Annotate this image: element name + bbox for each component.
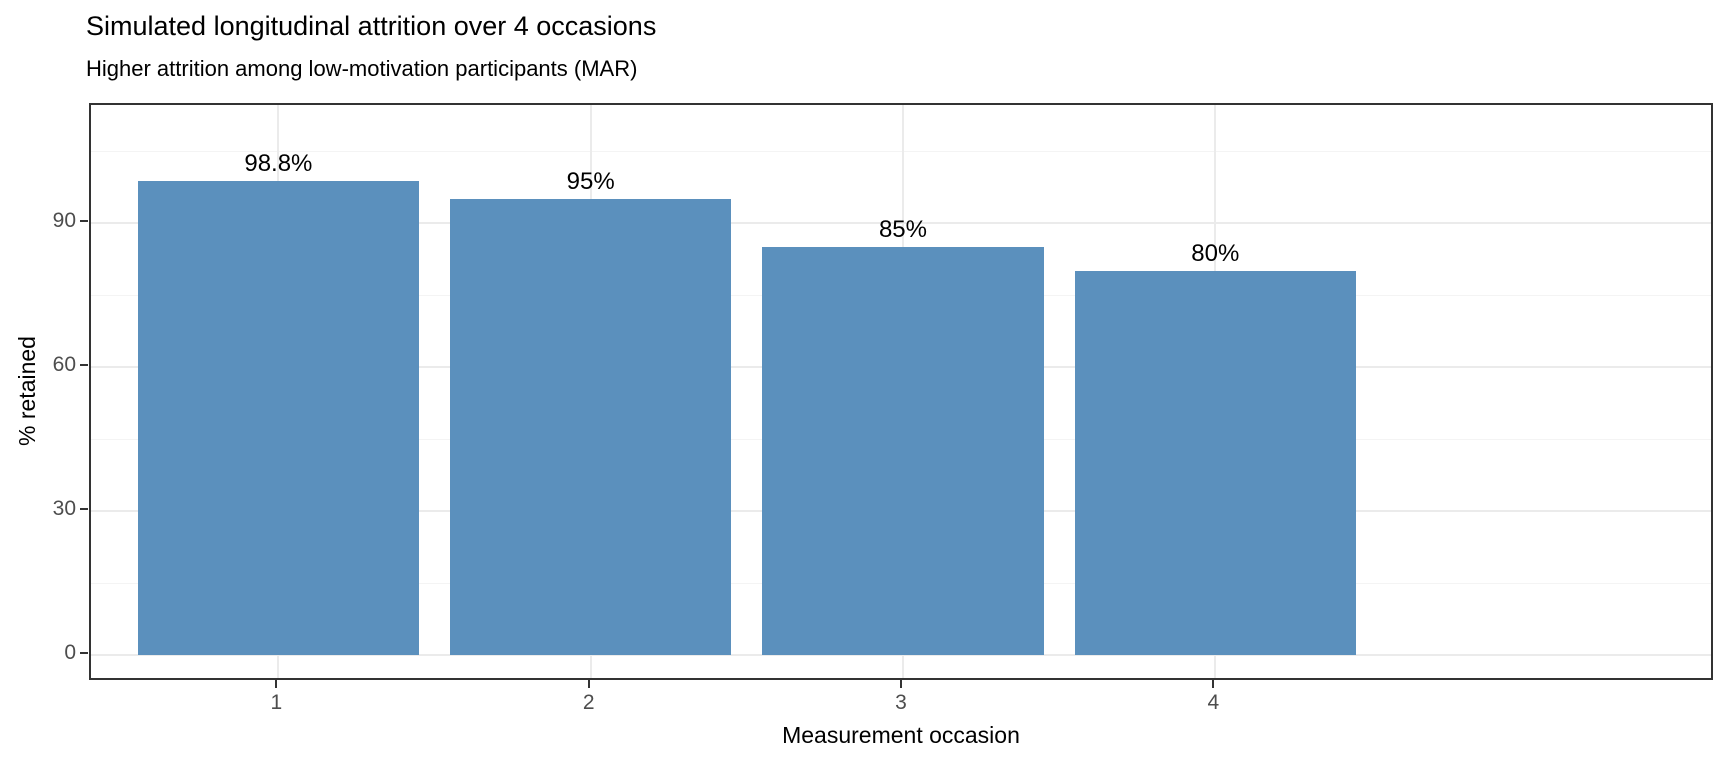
bar-value-label: 98.8% — [244, 149, 313, 177]
y-tick-label: 0 — [64, 641, 76, 664]
y-tick-label: 60 — [52, 353, 76, 377]
bar-value-label: 85% — [878, 216, 927, 244]
x-tick-mark — [275, 680, 278, 688]
y-tick-label: 30 — [52, 497, 76, 521]
x-tick-label: 1 — [270, 691, 283, 714]
grid-minor-h — [91, 150, 1711, 152]
y-tick-mark — [80, 652, 88, 654]
y-tick-mark — [80, 220, 88, 223]
bar — [450, 199, 732, 655]
plot-panel: 98.8% 95% 85% 80% — [89, 103, 1713, 680]
bar — [762, 247, 1044, 655]
x-tick-label: 3 — [895, 691, 907, 714]
x-axis-title: Measurement occasion — [782, 722, 1020, 748]
x-tick-mark — [900, 680, 902, 688]
x-tick-label: 2 — [582, 691, 595, 714]
bar-value-label: 80% — [1191, 240, 1240, 268]
chart-subtitle: Higher attrition among low-motivation pa… — [86, 56, 638, 81]
grid-major-h — [91, 222, 1711, 225]
x-tick-mark — [1212, 680, 1215, 688]
y-tick-mark — [80, 364, 88, 367]
x-tick-mark — [587, 680, 590, 688]
chart-title: Simulated longitudinal attrition over 4 … — [86, 11, 657, 41]
y-tick-mark — [80, 508, 88, 511]
bar — [1074, 271, 1356, 655]
y-tick-label: 90 — [52, 209, 76, 233]
bar — [137, 180, 419, 655]
grid-major-h — [91, 654, 1711, 656]
bar-value-label: 95% — [566, 168, 615, 196]
x-tick-label: 4 — [1207, 691, 1220, 714]
